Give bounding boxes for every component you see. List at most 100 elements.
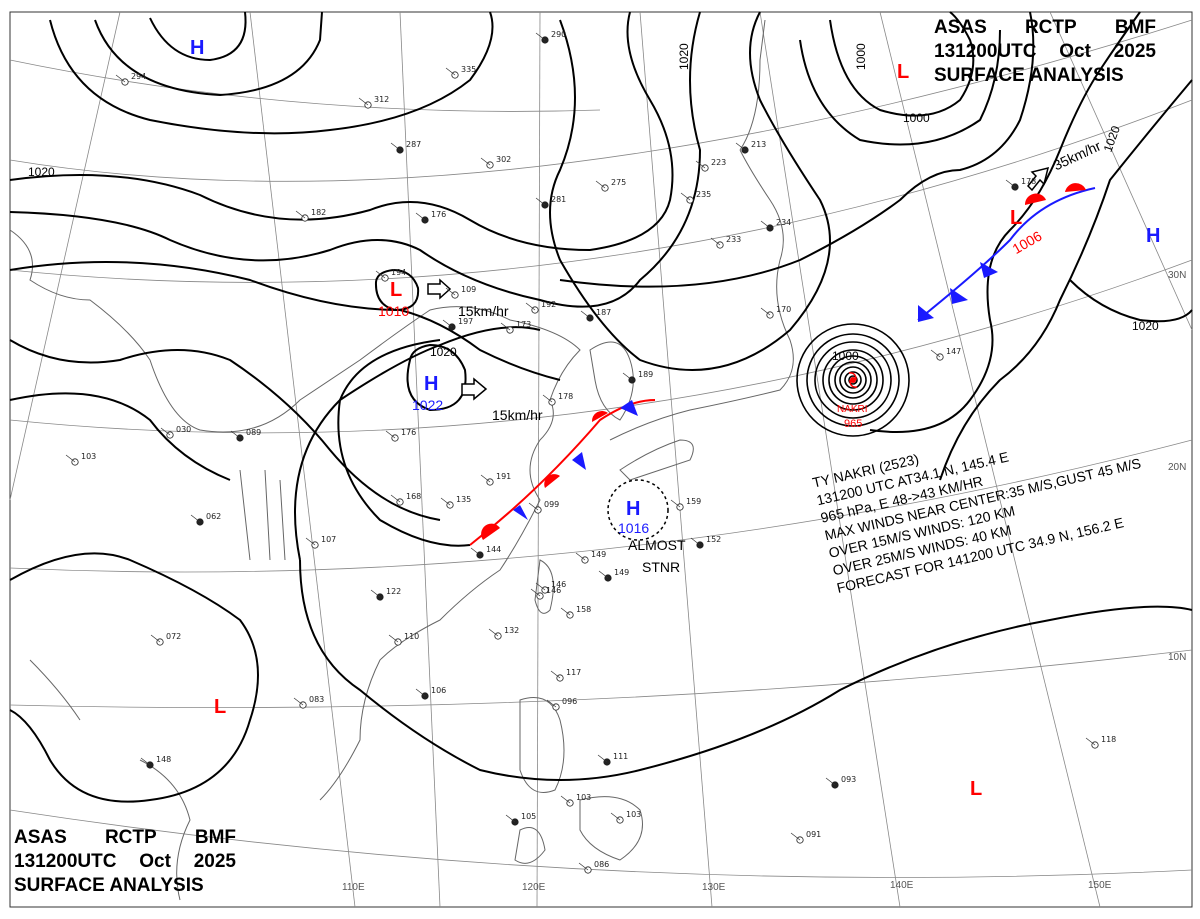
wind-barb — [480, 157, 491, 166]
stnr-label: STNR — [642, 559, 680, 575]
motion-speed: 35km/hr — [1051, 137, 1104, 173]
station-pressure: 111 — [613, 752, 628, 761]
station-pressure: 103 — [626, 810, 641, 819]
isobar-label: 1020 — [430, 345, 457, 359]
station-pressure: 083 — [309, 695, 324, 704]
graticule — [9, 11, 1193, 908]
station-pressure: 302 — [496, 155, 511, 164]
low-pressure-value: 1006 — [1010, 227, 1045, 257]
header-field: ASAS — [14, 827, 67, 848]
wind-barb — [1085, 737, 1096, 746]
header-title: SURFACE ANALYSIS — [14, 875, 204, 896]
wind-barb — [358, 97, 369, 106]
station-pressure: 192 — [541, 300, 556, 309]
wind-barb — [440, 497, 451, 506]
wind-barb — [690, 537, 701, 546]
lon-label: 150E — [1088, 880, 1112, 891]
wind-barb — [598, 570, 609, 579]
high-area-circle — [607, 479, 669, 541]
wind-barb — [442, 319, 453, 328]
high-center-label: H — [626, 498, 640, 520]
wind-barb — [293, 697, 304, 706]
wind-barb — [445, 287, 456, 296]
station-pressure: 235 — [696, 190, 711, 199]
low-center-label: L — [390, 279, 402, 301]
station-pressure: 197 — [458, 317, 473, 326]
station-pressure: 105 — [521, 812, 536, 821]
wind-barb — [622, 372, 633, 381]
high-center-label: H — [424, 373, 438, 395]
wind-barb — [1005, 179, 1016, 188]
low-center-label: L — [1010, 207, 1022, 229]
station-pressure: 109 — [461, 285, 476, 294]
station-pressure: 233 — [726, 235, 741, 244]
motion-arrows — [427, 166, 1050, 401]
coastlines — [9, 19, 794, 901]
lat-label: 10N — [1168, 652, 1186, 663]
station-pressure: 096 — [562, 697, 577, 706]
wind-barb — [535, 197, 546, 206]
wind-barb — [415, 212, 426, 221]
stnr-label: ALMOST — [628, 537, 686, 553]
station-pressure: 178 — [1021, 177, 1036, 186]
wind-barb — [388, 634, 399, 643]
station-pressure: 086 — [594, 860, 609, 869]
wind-barb — [597, 754, 608, 763]
lon-label: 110E — [342, 882, 365, 893]
wind-barb — [190, 514, 201, 523]
wind-barb — [560, 607, 571, 616]
wind-barb — [470, 547, 481, 556]
high-center-label: H — [190, 37, 204, 59]
station-pressure: 091 — [806, 830, 821, 839]
wind-barb — [370, 589, 381, 598]
header-field: 2025 — [193, 851, 236, 872]
header-field: BMF — [1114, 17, 1156, 38]
map-header: ASAS RCTP BMF 131200UTC Oct 2025 SURFACE… — [934, 16, 1156, 88]
station-pressure: 312 — [374, 95, 389, 104]
station-pressure: 107 — [321, 535, 336, 544]
isobar-label: 1020 — [1101, 124, 1123, 154]
wind-barb — [535, 582, 546, 591]
station-pressure: 189 — [638, 370, 653, 379]
station-pressure: 103 — [81, 452, 96, 461]
station-pressure: 122 — [386, 587, 401, 596]
wind-barb — [735, 142, 746, 151]
header-field: 2025 — [1113, 41, 1156, 62]
wind-barb — [505, 814, 516, 823]
high-pressure-value: 1022 — [412, 397, 443, 413]
station-pressure: 149 — [591, 550, 606, 559]
wind-barb — [385, 430, 396, 439]
station-pressure: 147 — [946, 347, 961, 356]
lat-label: 30N — [1168, 270, 1186, 281]
wind-barb — [575, 552, 586, 561]
wind-barb — [560, 795, 571, 804]
station-pressure: 170 — [776, 305, 791, 314]
header-field: RCTP — [1024, 17, 1077, 38]
wind-barb — [160, 427, 171, 436]
wind-barb — [480, 474, 491, 483]
map-footer-header: ASAS RCTP BMF 131200UTC Oct 2025 SURFACE… — [14, 826, 236, 898]
station-pressure: 213 — [751, 140, 766, 149]
isobar-label: 1020 — [677, 43, 691, 70]
station-pressure: 148 — [156, 755, 171, 764]
wind-barb — [578, 862, 589, 871]
wind-barb — [150, 634, 161, 643]
station-pressure: 149 — [614, 568, 629, 577]
station-pressure: 275 — [611, 178, 626, 187]
header-field: ASAS — [934, 17, 987, 38]
wind-barb — [115, 74, 126, 83]
map-frame — [9, 11, 1193, 908]
typhoon-front — [917, 183, 1096, 322]
wind-barb — [670, 499, 681, 508]
typhoon-name: NAKRI — [837, 404, 868, 415]
isobar-label: 1000 — [903, 111, 930, 125]
isobars — [9, 11, 1193, 803]
station-pressure: 159 — [686, 497, 701, 506]
wind-barb — [695, 160, 706, 169]
lon-label: 130E — [702, 882, 726, 893]
header-field: Oct — [139, 851, 171, 872]
motion-speed: 15km/hr — [492, 407, 543, 423]
station-pressure: 030 — [176, 425, 191, 434]
